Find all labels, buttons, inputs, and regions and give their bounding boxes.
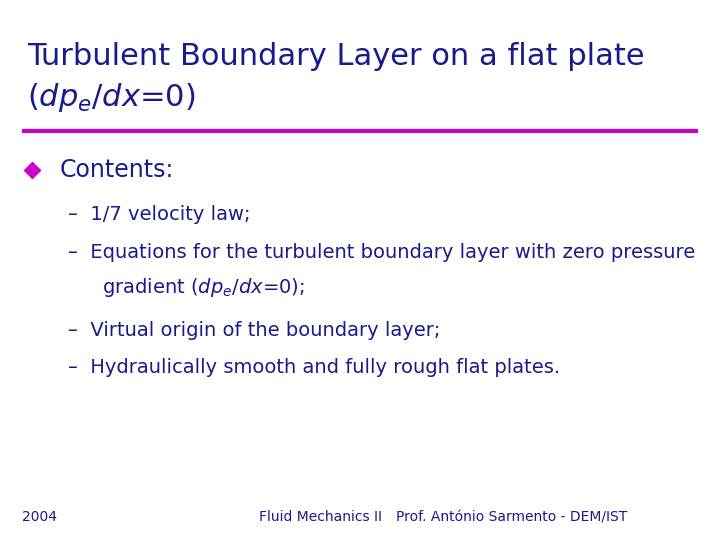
Text: gradient ($\mathit{dp}_e\mathit{/dx}$=0);: gradient ($\mathit{dp}_e\mathit{/dx}$=0)… [102, 276, 305, 299]
Text: Turbulent Boundary Layer on a flat plate: Turbulent Boundary Layer on a flat plate [27, 42, 645, 71]
Text: ($\mathit{dp}_e\mathit{/dx}$=0): ($\mathit{dp}_e\mathit{/dx}$=0) [27, 80, 196, 114]
Text: –  Equations for the turbulent boundary layer with zero pressure: – Equations for the turbulent boundary l… [68, 242, 696, 262]
Text: –  1/7 velocity law;: – 1/7 velocity law; [68, 205, 251, 224]
Text: Contents:: Contents: [60, 158, 174, 182]
Text: 2004: 2004 [22, 510, 57, 524]
Text: Prof. António Sarmento - DEM/IST: Prof. António Sarmento - DEM/IST [396, 510, 627, 524]
Text: –  Hydraulically smooth and fully rough flat plates.: – Hydraulically smooth and fully rough f… [68, 357, 561, 377]
Text: –  Virtual origin of the boundary layer;: – Virtual origin of the boundary layer; [68, 321, 441, 340]
Text: Fluid Mechanics II: Fluid Mechanics II [259, 510, 382, 524]
